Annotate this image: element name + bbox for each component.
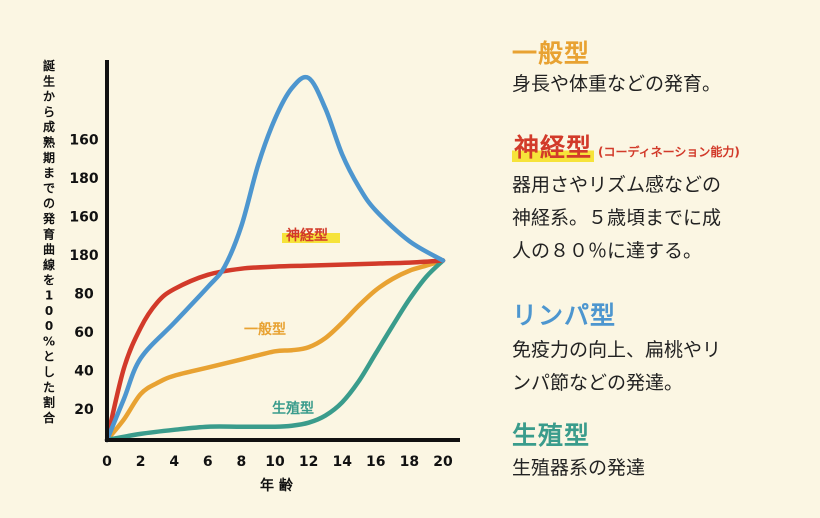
legend-body-lymph: 免疫力の向上、扁桃やリ ンパ節などの発達。 — [512, 334, 721, 400]
legend-title-lymph: リンパ型 — [512, 301, 617, 330]
y-label-char: % — [43, 334, 55, 348]
y-tick-label: 40 — [74, 364, 94, 380]
x-tick-label: 6 — [203, 454, 213, 470]
x-tick-label: 2 — [136, 454, 146, 470]
y-label-char: 線 — [43, 257, 55, 272]
y-label-char: し — [43, 365, 55, 379]
y-label-char: ら — [43, 105, 55, 119]
legend-body-general: 身長や体重などの発育。 — [512, 68, 721, 101]
x-tick-label: 16 — [366, 454, 385, 470]
x-tick-label: 8 — [237, 454, 247, 470]
label-highlight-nerve — [282, 233, 340, 243]
y-label-char: 曲 — [43, 242, 55, 257]
y-label-char: 育 — [43, 226, 55, 241]
y-tick-label: 180 — [69, 171, 98, 187]
legend-title-general: 一般型 — [512, 39, 591, 68]
legend-subtitle-nerve: (コーディネーション能力) — [598, 145, 740, 159]
y-label-char: で — [43, 181, 55, 195]
y-tick-label: 20 — [74, 402, 94, 418]
y-tick-label: 160 — [69, 210, 98, 226]
x-tick-label: 10 — [265, 454, 285, 470]
x-tick-label: 4 — [169, 454, 179, 470]
y-label-char: 0 — [45, 319, 53, 333]
line-label-general: 一般型 — [244, 321, 286, 338]
x-tick-label: 18 — [400, 454, 419, 470]
legend-body-line: 生殖器系の発達 — [512, 457, 646, 479]
series-line-lymph — [104, 74, 446, 443]
legend-title-reproductive: 生殖型 — [512, 421, 591, 450]
y-label-char: 期 — [43, 150, 55, 165]
legend-body-line: 人の８０％に達する。 — [512, 240, 703, 262]
y-label-char: か — [43, 90, 55, 104]
series-line-nerve — [104, 258, 446, 443]
legend-body-nerve: 器用さやリズム感などの 神経系。５歳頃までに成 人の８０％に達する。 — [512, 169, 721, 268]
y-label-char: 1 — [45, 289, 53, 303]
legend-body-line: 身長や体重などの発育。 — [512, 73, 722, 95]
series-line-reproductive — [104, 258, 446, 443]
series-line-general — [104, 258, 446, 443]
legend-body-line: 器用さやリズム感などの — [512, 174, 722, 196]
y-label-char: 0 — [45, 304, 53, 318]
x-tick-label: 0 — [102, 454, 112, 470]
legend-title-nerve: 神経型 (コーディネーション能力) — [512, 128, 740, 164]
y-label-char: ま — [43, 166, 55, 180]
legend-title-nerve-text: 神経型 — [512, 133, 595, 162]
y-label-char: 合 — [43, 410, 56, 425]
legend-body-line: 神経系。５歳頃までに成 — [512, 207, 722, 229]
line-label-nerve: 神経型 — [286, 227, 328, 244]
legend-body-line: ンパ節などの発達。 — [512, 372, 684, 394]
y-axis-ticks: 20 40 60 80 180 160 180 160 — [69, 133, 98, 419]
y-label-char: 熟 — [43, 135, 55, 150]
x-tick-label: 12 — [299, 454, 318, 470]
legend-body-reproductive: 生殖器系の発達 — [512, 452, 645, 485]
y-label-char: を — [43, 273, 55, 287]
y-label-char: 発 — [42, 211, 56, 226]
x-tick-label: 14 — [332, 454, 352, 470]
y-label-char: の — [43, 197, 55, 211]
y-label-char: た — [43, 380, 55, 394]
x-tick-label: 20 — [433, 454, 453, 470]
y-label-char: 成 — [43, 119, 55, 134]
x-axis-ticks: 0 2 4 6 8 10 12 14 16 18 20 — [102, 454, 453, 470]
series-lines — [104, 74, 446, 443]
legend-body-line: 免疫力の向上、扁桃やリ — [512, 339, 722, 361]
y-label-char: 割 — [43, 395, 55, 410]
y-tick-label: 180 — [69, 248, 98, 264]
y-tick-label: 160 — [69, 133, 98, 149]
y-label-char: と — [43, 350, 55, 364]
y-tick-label: 80 — [74, 287, 94, 303]
line-label-reproductive: 生殖型 — [272, 400, 314, 417]
y-tick-label: 60 — [74, 325, 94, 341]
x-axis-label: 年 齢 — [260, 477, 294, 494]
y-label-char: 生 — [43, 73, 55, 88]
y-label-char: 誕 — [43, 58, 55, 73]
